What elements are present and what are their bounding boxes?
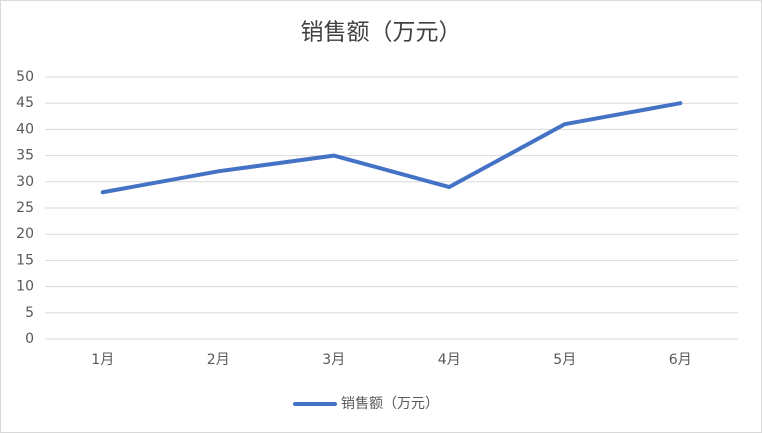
x-tick-label: 2月 — [207, 352, 230, 368]
y-tick-label: 45 — [16, 95, 34, 111]
x-tick-label: 6月 — [669, 352, 692, 368]
y-tick-label: 30 — [16, 174, 34, 190]
y-tick-label: 10 — [16, 279, 34, 295]
y-tick-label: 15 — [16, 252, 34, 268]
y-tick-label: 20 — [16, 226, 34, 242]
y-tick-label: 0 — [25, 331, 34, 347]
x-tick-label: 3月 — [322, 352, 345, 368]
x-tick-label: 1月 — [91, 352, 114, 368]
x-tick-label: 4月 — [438, 352, 461, 368]
legend-label: 销售额（万元） — [341, 396, 439, 412]
y-tick-label: 40 — [16, 121, 34, 137]
chart-title: 销售额（万元） — [301, 20, 462, 46]
y-tick-label: 5 — [25, 305, 34, 321]
y-tick-label: 50 — [16, 69, 34, 85]
x-tick-label: 5月 — [553, 352, 576, 368]
y-tick-label: 25 — [16, 200, 34, 216]
data-line — [100, 101, 683, 195]
y-tick-label: 35 — [16, 148, 34, 164]
